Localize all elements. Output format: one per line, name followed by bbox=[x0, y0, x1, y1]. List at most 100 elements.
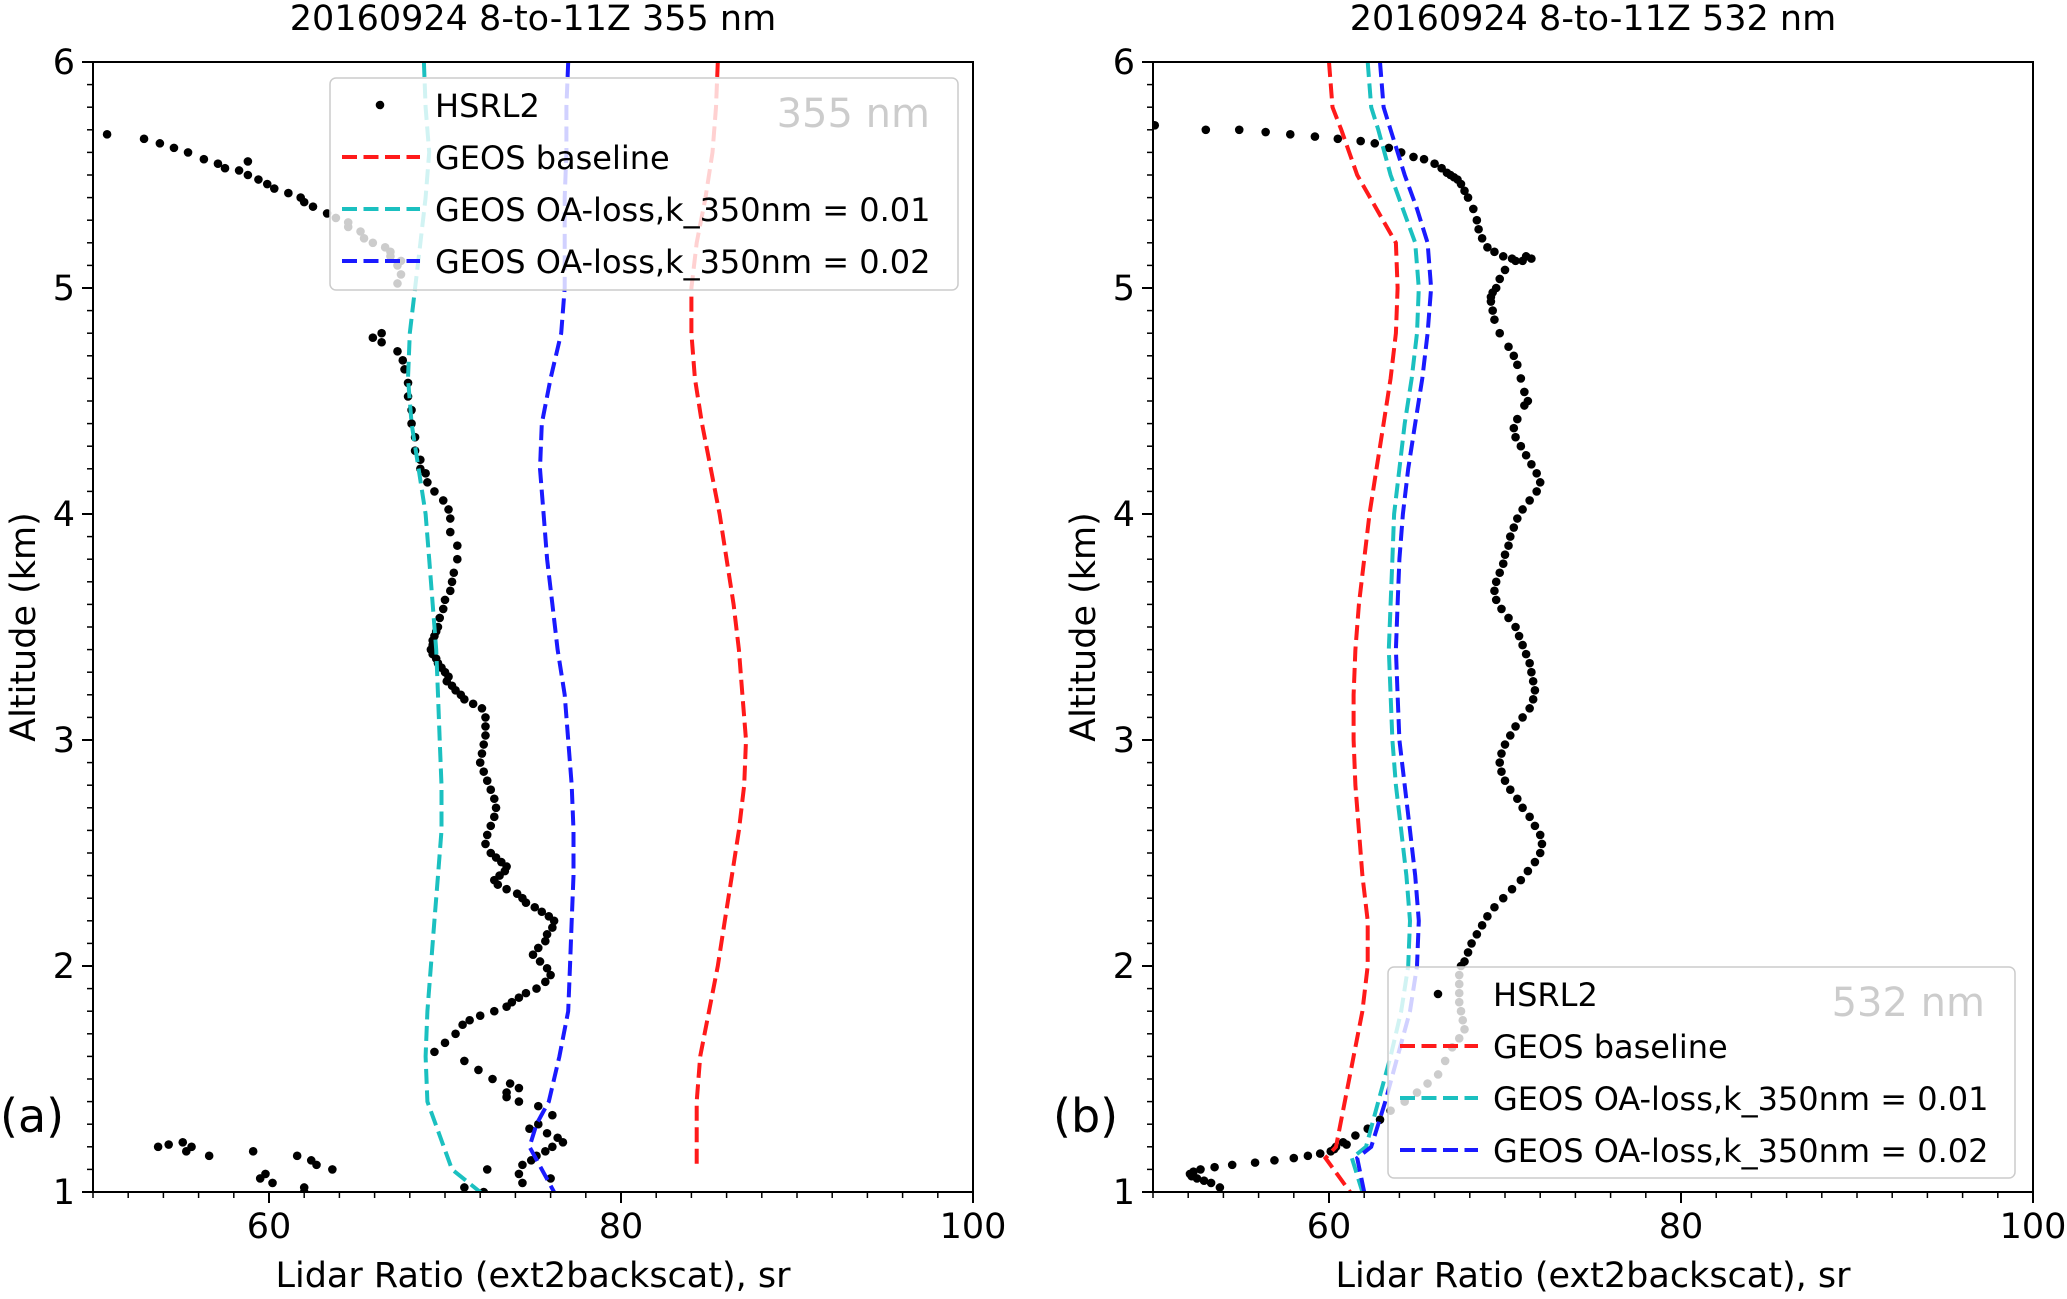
hsrl2-point bbox=[1500, 740, 1510, 749]
hsrl2-point bbox=[1520, 401, 1529, 410]
hsrl2-point bbox=[262, 179, 272, 189]
hsrl2-point bbox=[1486, 297, 1496, 306]
hsrl2-point bbox=[1505, 731, 1515, 740]
y-tick-label: 4 bbox=[53, 495, 75, 535]
hsrl2-point bbox=[1516, 441, 1526, 451]
hsrl2-point bbox=[458, 1020, 467, 1030]
legend-label: GEOS OA-loss,k_350nm = 0.01 bbox=[435, 191, 931, 229]
legend-item: GEOS baseline bbox=[1400, 1028, 1728, 1066]
hsrl2-point bbox=[284, 188, 293, 198]
hsrl2-point bbox=[514, 1083, 524, 1093]
hsrl2-point bbox=[475, 1011, 485, 1021]
hsrl2-point bbox=[1507, 884, 1517, 894]
hsrl2-point bbox=[1505, 532, 1515, 541]
hsrl2-point bbox=[312, 1197, 321, 1206]
hsrl2-point bbox=[1227, 1160, 1237, 1170]
hsrl2-point bbox=[1537, 839, 1547, 849]
hsrl2-point bbox=[1196, 1165, 1205, 1174]
legend: HSRL2 GEOS baseline GEOS OA-loss,k_350nm =… bbox=[329, 77, 959, 291]
hsrl2-point bbox=[1491, 595, 1501, 605]
x-tick-label: 80 bbox=[1659, 1207, 1704, 1247]
hsrl2-point bbox=[243, 170, 253, 180]
hsrl2-point bbox=[1500, 550, 1510, 559]
hsrl2-point bbox=[199, 154, 209, 164]
hsrl2-point bbox=[1270, 1156, 1279, 1165]
hsrl2-point bbox=[1520, 387, 1529, 397]
y-tick-label: 3 bbox=[53, 721, 75, 761]
hsrl2-point bbox=[533, 943, 543, 953]
hsrl2-point bbox=[1518, 713, 1527, 722]
hsrl2-point bbox=[102, 130, 112, 139]
hsrl2-point bbox=[393, 346, 402, 356]
hsrl2-point bbox=[254, 175, 263, 184]
hsrl2-point bbox=[1430, 159, 1439, 168]
hsrl2-point bbox=[1409, 152, 1418, 162]
legend-label: GEOS baseline bbox=[435, 139, 670, 177]
hsrl2-point bbox=[1498, 559, 1508, 569]
hsrl2-point bbox=[444, 1210, 453, 1219]
hsrl2-point bbox=[1498, 893, 1508, 903]
hsrl2-point bbox=[1530, 685, 1540, 695]
chart-panel-a: 20160924 8-to-11Z 355 nm 60 80 100 1 2 3 4 5 6 Lid… bbox=[0, 0, 1007, 1296]
hsrl2-point bbox=[1199, 1176, 1209, 1185]
legend-item: HSRL2 bbox=[1433, 976, 1598, 1014]
hsrl2-point bbox=[435, 613, 445, 623]
hsrl2-point bbox=[482, 1165, 492, 1174]
hsrl2-point bbox=[546, 1174, 555, 1183]
hsrl2-point bbox=[1488, 306, 1497, 315]
hsrl2-point bbox=[269, 184, 279, 193]
hsrl2-point bbox=[477, 704, 487, 713]
hsrl2-point bbox=[1490, 902, 1499, 912]
hsrl2-point bbox=[292, 1151, 302, 1161]
hsrl2-point bbox=[1514, 631, 1524, 641]
y-tick-label: 2 bbox=[1113, 947, 1135, 987]
y-tick-label: 1 bbox=[1113, 1173, 1135, 1213]
hsrl2-point bbox=[502, 1092, 511, 1102]
y-tick-label: 5 bbox=[53, 269, 75, 309]
hsrl2-point bbox=[440, 1038, 450, 1048]
y-tick-label: 1 bbox=[53, 1173, 75, 1213]
hsrl2-point bbox=[430, 1047, 439, 1057]
hsrl2-point bbox=[1463, 948, 1473, 957]
hsrl2-point bbox=[1513, 514, 1522, 523]
hsrl2-point bbox=[1511, 722, 1520, 731]
hsrl2-point bbox=[481, 731, 490, 740]
series-geos-oa-loss-001-line bbox=[1349, 62, 1421, 1192]
hsrl2-point bbox=[1535, 848, 1545, 858]
hsrl2-point bbox=[1342, 1140, 1351, 1149]
hsrl2-point bbox=[1497, 749, 1506, 758]
hsrl2-point bbox=[445, 514, 455, 523]
legend-label: GEOS baseline bbox=[1493, 1028, 1728, 1066]
hsrl2-point bbox=[1477, 921, 1487, 930]
hsrl2-point bbox=[532, 984, 541, 993]
x-tick-label: 100 bbox=[940, 1207, 1007, 1247]
hsrl2-point bbox=[1495, 758, 1505, 767]
y-tick-label: 6 bbox=[1113, 43, 1135, 83]
hsrl2-point bbox=[548, 1110, 557, 1120]
hsrl2-point bbox=[514, 1169, 524, 1179]
hsrl2-point bbox=[440, 595, 450, 605]
hsrl2-point bbox=[178, 1137, 188, 1147]
y-tick-label: 3 bbox=[1113, 721, 1135, 761]
hsrl2-point bbox=[308, 202, 318, 211]
legend-label: GEOS OA-loss,k_350nm = 0.02 bbox=[1493, 1132, 1989, 1170]
hsrl2-point bbox=[453, 554, 462, 564]
hsrl2-point bbox=[1535, 478, 1545, 487]
hsrl2-point bbox=[1491, 577, 1501, 587]
hsrl2-point bbox=[204, 1151, 214, 1161]
legend-item: GEOS OA-loss,k_350nm = 0.02 bbox=[342, 243, 931, 281]
hsrl2-point bbox=[1370, 139, 1380, 148]
x-axis-label: Lidar Ratio (ext2backscat), sr bbox=[275, 1256, 791, 1295]
x-tick-label: 80 bbox=[599, 1207, 644, 1247]
hsrl2-point bbox=[181, 1147, 191, 1156]
hsrl2-point bbox=[444, 505, 453, 514]
hsrl2-point bbox=[1528, 676, 1538, 686]
series-geos-baseline-line bbox=[1322, 62, 1400, 1192]
panel-label: (a) bbox=[0, 1089, 64, 1143]
hsrl2-point bbox=[489, 812, 499, 822]
hsrl2-point bbox=[530, 902, 540, 912]
hsrl2-point bbox=[488, 1074, 497, 1084]
hsrl2-point bbox=[460, 1056, 469, 1066]
x-axis-label: Lidar Ratio (ext2backscat), sr bbox=[1335, 1256, 1851, 1295]
hsrl2-point bbox=[1525, 812, 1534, 822]
